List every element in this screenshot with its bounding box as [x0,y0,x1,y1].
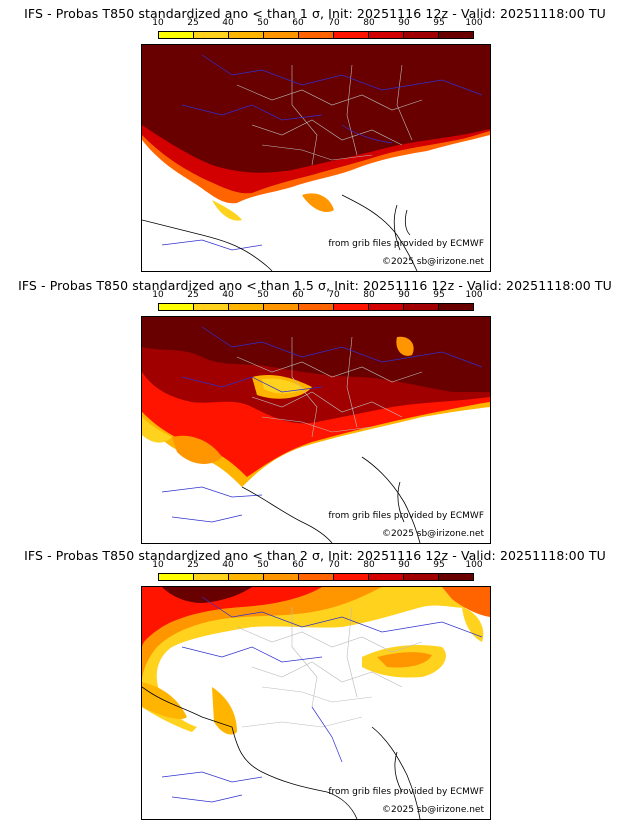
colorbar-swatch-6 [334,574,369,580]
colorbar-swatch-7 [369,32,404,38]
colorbar-tick: 10 [152,560,164,570]
colorbar-tick: 70 [328,560,340,570]
colorbar-tick: 25 [187,18,199,28]
colorbar-swatch-4 [264,32,299,38]
map-graphic [142,45,490,271]
colorbar-swatch-5 [299,574,334,580]
colorbar-tick: 70 [328,18,340,28]
colorbar-tick: 100 [465,560,483,570]
colorbar-tick: 80 [363,560,375,570]
colorbar-tick: 50 [257,18,269,28]
colorbar-swatch-6 [334,304,369,310]
colorbar-tick: 95 [433,18,445,28]
panel-title: IFS - Probas T850 standardized ano < tha… [24,6,606,21]
colorbar-swatch-9 [439,574,473,580]
colorbar-tick: 60 [292,18,304,28]
colorbar-tick: 40 [222,18,234,28]
panel-title: IFS - Probas T850 standardized ano < tha… [18,278,612,293]
colorbar-swatch-3 [229,304,264,310]
colorbar-swatch-5 [299,32,334,38]
colorbar-tick: 95 [433,290,445,300]
colorbar-tick: 10 [152,18,164,28]
colorbar-swatch-9 [439,32,473,38]
colorbar-swatch-9 [439,304,473,310]
probability-map: from grib files provided by ECMWF ©2025 … [141,44,491,272]
colorbar-tick: 90 [398,18,410,28]
colorbar-swatch-7 [369,574,404,580]
probability-map: from grib files provided by ECMWF ©2025 … [141,316,491,544]
colorbar-tick: 50 [257,290,269,300]
colorbar-tick: 80 [363,290,375,300]
colorbar-swatch-3 [229,574,264,580]
colorbar-swatch-8 [404,32,439,38]
colorbar-tick: 90 [398,560,410,570]
panel-title: IFS - Probas T850 standardized ano < tha… [24,548,606,563]
credit-source: from grib files provided by ECMWF [328,511,484,521]
colorbar-swatch-4 [264,574,299,580]
map-panel-2: IFS - Probas T850 standardized ano < tha… [0,278,630,548]
colorbar-swatch-2 [194,32,229,38]
colorbar-swatch-2 [194,304,229,310]
colorbar-swatch-1 [159,574,194,580]
credit-copyright: ©2025 sb@irizone.net [382,805,484,815]
colorbar-swatch-1 [159,32,194,38]
colorbar-tick: 60 [292,560,304,570]
colorbar-tick: 25 [187,560,199,570]
colorbar-tick: 95 [433,560,445,570]
map-graphic [142,317,490,543]
colorbar-tick: 40 [222,560,234,570]
map-graphic [142,587,490,819]
colorbar-tick: 60 [292,290,304,300]
colorbar [158,573,474,581]
credit-source: from grib files provided by ECMWF [328,787,484,797]
colorbar [158,31,474,39]
colorbar-swatch-2 [194,574,229,580]
colorbar-tick: 100 [465,18,483,28]
map-panel-3: IFS - Probas T850 standardized ano < tha… [0,548,630,824]
credit-source: from grib files provided by ECMWF [328,239,484,249]
credit-copyright: ©2025 sb@irizone.net [382,257,484,267]
colorbar-swatch-4 [264,304,299,310]
map-panel-1: IFS - Probas T850 standardized ano < tha… [0,6,630,276]
colorbar [158,303,474,311]
colorbar-swatch-3 [229,32,264,38]
colorbar-swatch-5 [299,304,334,310]
colorbar-tick: 90 [398,290,410,300]
probability-map: from grib files provided by ECMWF ©2025 … [141,586,491,820]
colorbar-swatch-1 [159,304,194,310]
colorbar-swatch-8 [404,304,439,310]
colorbar-tick: 80 [363,18,375,28]
colorbar-swatch-8 [404,574,439,580]
colorbar-tick: 70 [328,290,340,300]
colorbar-tick: 40 [222,290,234,300]
colorbar-tick: 100 [465,290,483,300]
colorbar-tick: 10 [152,290,164,300]
colorbar-tick: 25 [187,290,199,300]
credit-copyright: ©2025 sb@irizone.net [382,529,484,539]
colorbar-swatch-6 [334,32,369,38]
colorbar-swatch-7 [369,304,404,310]
colorbar-tick: 50 [257,560,269,570]
